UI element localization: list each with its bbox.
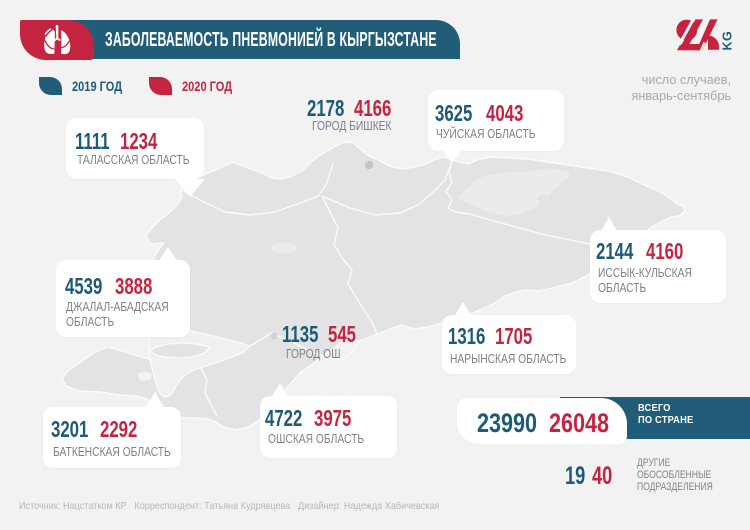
svg-text:KG: KG <box>721 31 733 51</box>
